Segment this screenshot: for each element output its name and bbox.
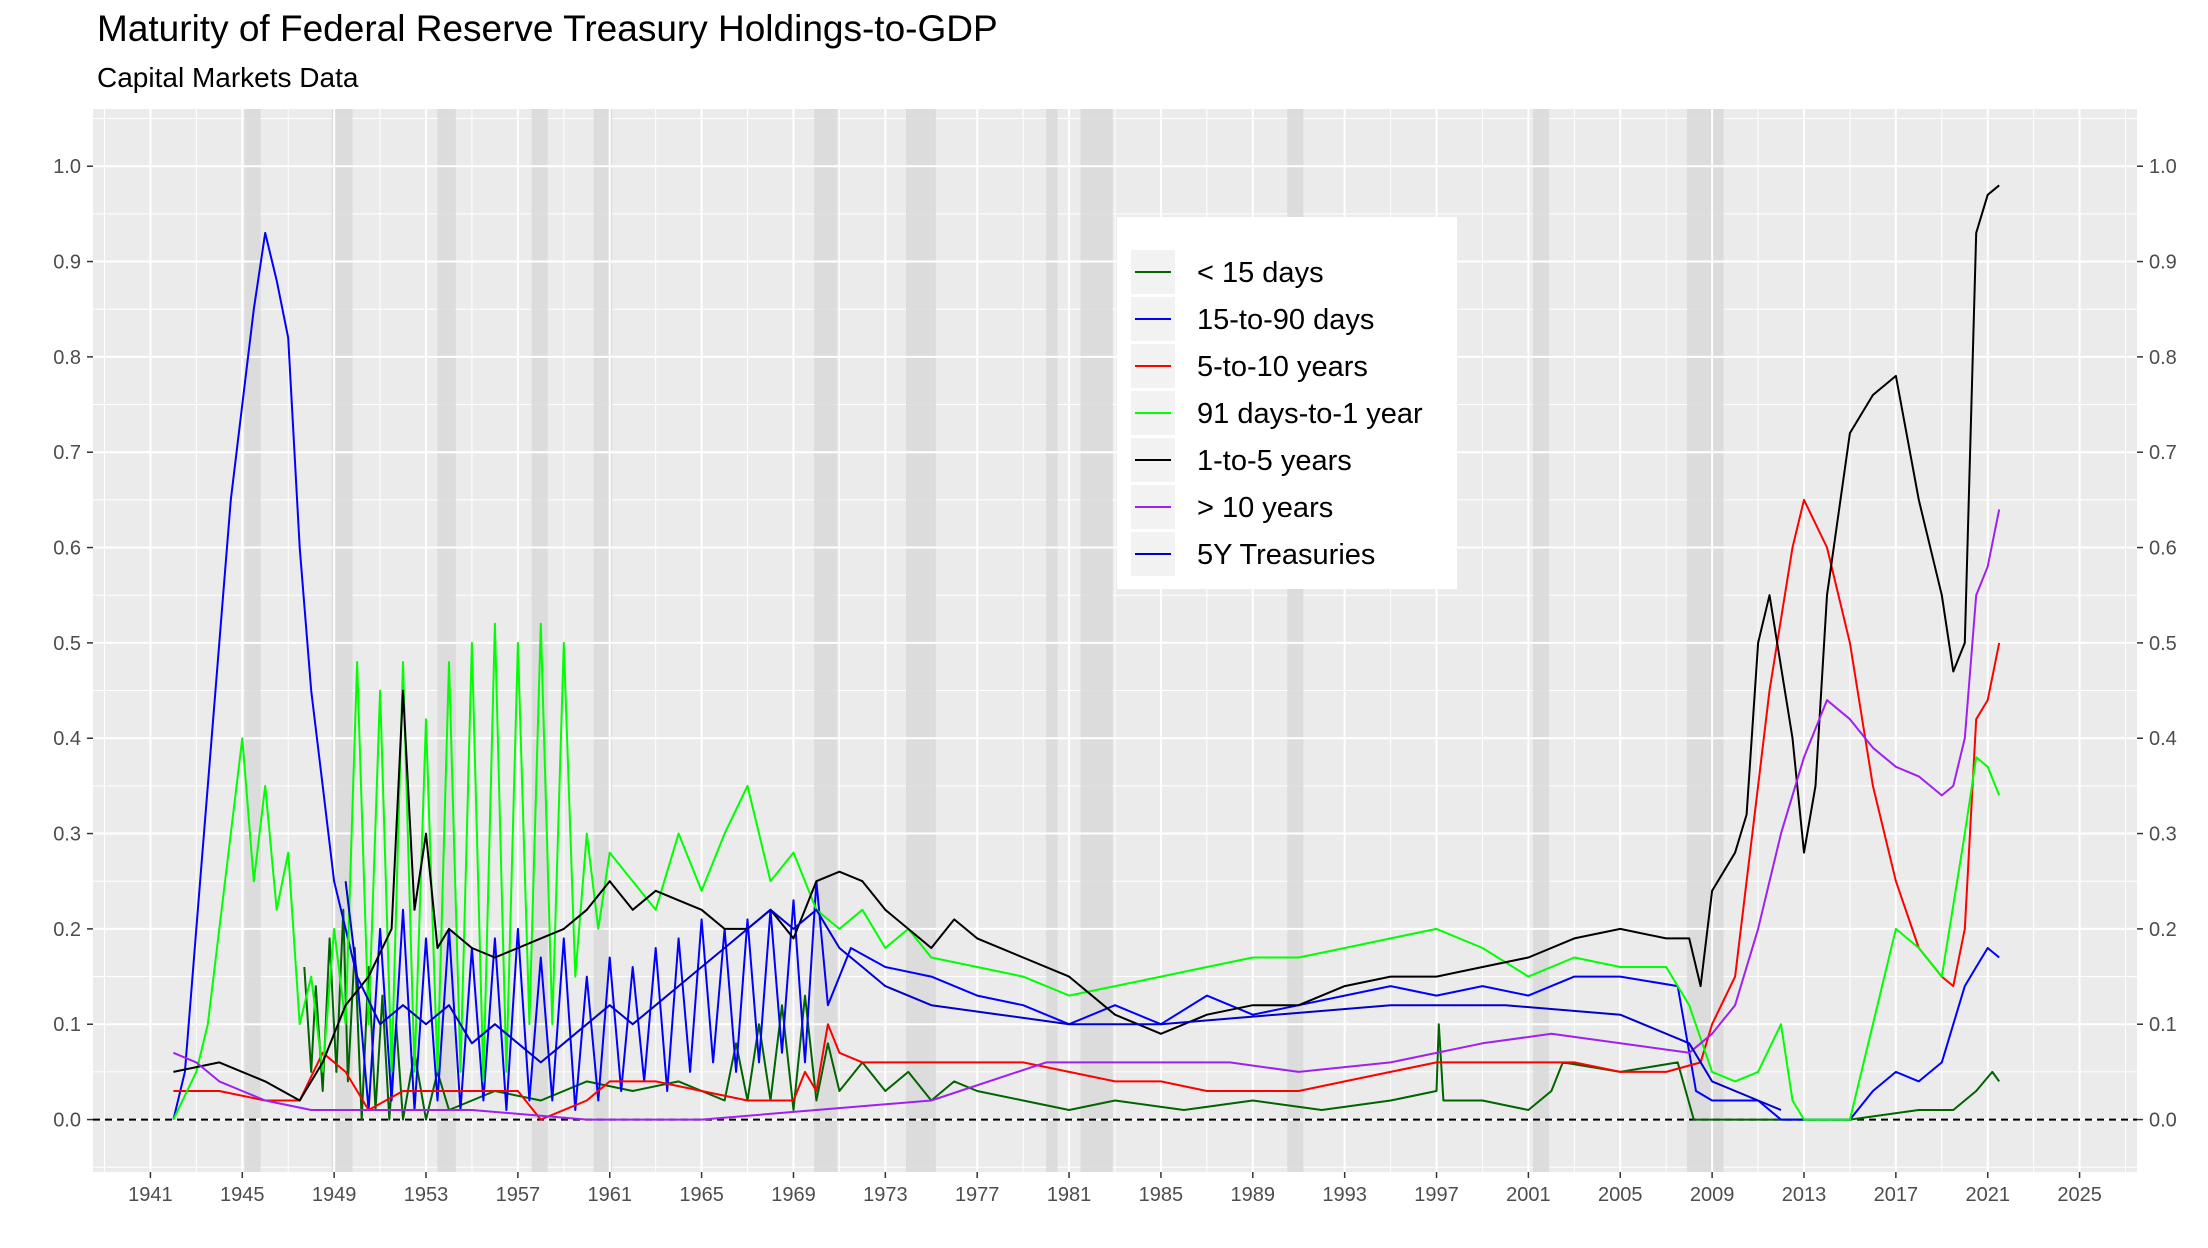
y-tick-label-left: 0.9 (53, 252, 81, 274)
legend-label: 5Y Treasuries (1197, 539, 1375, 571)
chart-title: Maturity of Federal Reserve Treasury Hol… (97, 8, 998, 49)
x-tick-label: 1965 (679, 1184, 724, 1206)
recession-band (593, 109, 613, 1172)
y-tick-label-right: 0.2 (2149, 919, 2177, 941)
recession-band (331, 109, 353, 1172)
x-tick-label: 1977 (955, 1184, 1000, 1206)
x-tick-label: 2001 (1506, 1184, 1551, 1206)
x-tick-label: 2021 (1965, 1184, 2010, 1206)
x-tick-label: 1989 (1231, 1184, 1276, 1206)
axes: 1941 1945 1949 1953 1957 1961 1965 1969 1973 1977… (53, 156, 2177, 1206)
legend-label: 15-to-90 days (1197, 304, 1374, 336)
legend-label: 1-to-5 years (1197, 445, 1352, 477)
y-tick-label-right: 0.6 (2149, 538, 2177, 560)
y-tick-label-right: 0.3 (2149, 824, 2177, 846)
y-tick-label-left: 0.4 (53, 728, 81, 750)
series-line-15-days (303, 908, 2001, 1121)
legend-label: 5-to-10 years (1197, 351, 1368, 383)
recession-band (1080, 109, 1113, 1172)
y-tick-label-left: 0.6 (53, 538, 81, 560)
x-tick-label: 2025 (2057, 1184, 2102, 1206)
x-tick-label: 1997 (1414, 1184, 1459, 1206)
series-line-1-to-5-years (173, 184, 2000, 1102)
x-tick-label: 1949 (312, 1184, 357, 1206)
y-tick-label-right: 0.7 (2149, 442, 2177, 464)
recession-band (244, 109, 261, 1172)
x-tick-label: 2005 (1598, 1184, 1643, 1206)
y-tick-label-left: 0.2 (53, 919, 81, 941)
x-tick-label: 2013 (1782, 1184, 1827, 1206)
x-tick-label: 2009 (1690, 1184, 1735, 1206)
series-lines (172, 184, 2001, 1121)
series-line-15-to-90-days (172, 231, 2000, 1121)
recession-band (1686, 109, 1724, 1172)
y-tick-label-left: 0.5 (53, 633, 81, 655)
series-line-5-to-10-years (173, 498, 2001, 1121)
y-tick-label-left: 0.8 (53, 347, 81, 369)
x-tick-label: 1941 (128, 1184, 173, 1206)
legend-label: < 15 days (1197, 257, 1324, 289)
x-tick-label: 1969 (771, 1184, 816, 1206)
x-tick-label: 1945 (220, 1184, 265, 1206)
y-tick-label-right: 0.1 (2149, 1014, 2177, 1036)
y-tick-label-left: 0.3 (53, 824, 81, 846)
legend-label: > 10 years (1197, 492, 1333, 524)
recession-band (906, 109, 936, 1172)
x-tick-label: 1973 (863, 1184, 908, 1206)
y-tick-label-right: 0.0 (2149, 1110, 2177, 1132)
y-tick-label-right: 1.0 (2149, 156, 2177, 178)
y-tick-label-left: 0.0 (53, 1110, 81, 1132)
series-line-10-years (173, 509, 2001, 1121)
recession-band (1046, 109, 1058, 1172)
x-tick-label: 1993 (1322, 1184, 1367, 1206)
x-tick-label: 1985 (1139, 1184, 1184, 1206)
x-tick-label: 1957 (496, 1184, 541, 1206)
minor-gridlines (93, 109, 2137, 1172)
x-tick-label: 1961 (587, 1184, 632, 1206)
x-tick-label: 2017 (1874, 1184, 1919, 1206)
recession-band (1532, 109, 1550, 1172)
y-tick-label-right: 0.4 (2149, 728, 2177, 750)
legend: < 15 days 15-to-90 days 5-to-10 years 91 da… (1117, 217, 1457, 589)
y-tick-label-right: 0.5 (2149, 633, 2177, 655)
recession-band (814, 109, 838, 1172)
y-tick-label-right: 0.9 (2149, 252, 2177, 274)
chart-subtitle: Capital Markets Data (97, 62, 359, 93)
major-gridlines (93, 109, 2137, 1172)
y-tick-label-left: 0.1 (53, 1014, 81, 1036)
y-tick-label-left: 1.0 (53, 156, 81, 178)
x-tick-label: 1981 (1047, 1184, 1092, 1206)
series-line-5y-treasuries (344, 881, 1782, 1111)
x-tick-label: 1953 (404, 1184, 449, 1206)
y-tick-label-left: 0.7 (53, 442, 81, 464)
legend-label: 91 days-to-1 year (1197, 398, 1423, 430)
y-tick-label-right: 0.8 (2149, 347, 2177, 369)
